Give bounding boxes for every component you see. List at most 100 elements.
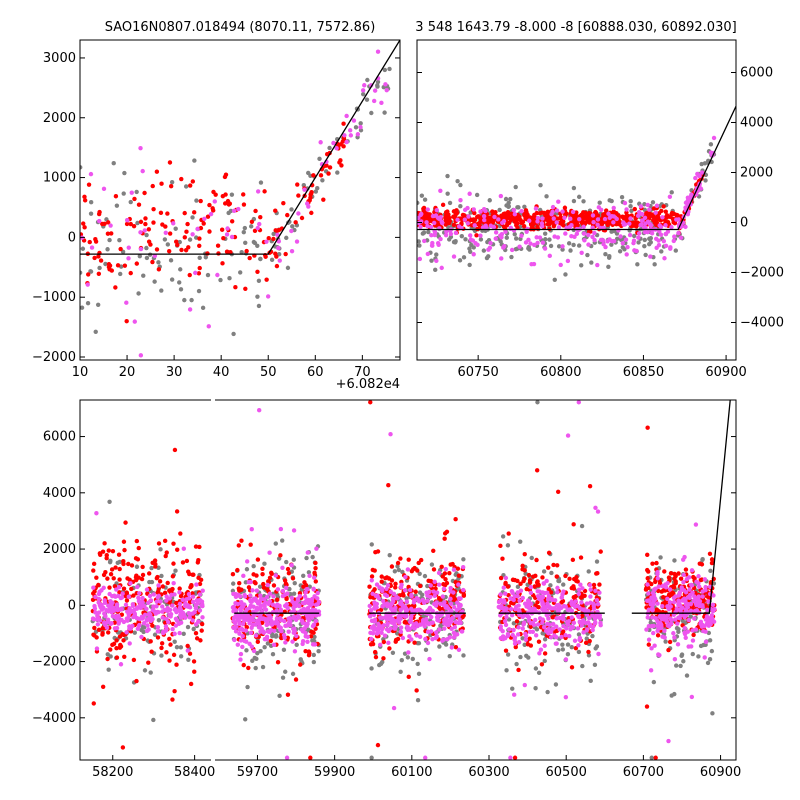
chart3-point-magenta	[375, 593, 380, 598]
chart3-point-magenta	[671, 600, 677, 605]
chart1-point-gray	[177, 280, 182, 285]
chart3-point-magenta	[243, 628, 249, 633]
chart3-point-magenta	[402, 588, 408, 593]
chart3-point-red	[386, 576, 392, 581]
chart1-point-magenta	[358, 124, 363, 130]
chart1-point-red	[106, 220, 111, 225]
chart3-point-red	[515, 578, 520, 584]
chart3-point-gray	[142, 625, 147, 630]
chart3-point-magenta	[286, 629, 291, 634]
chart3-point-magenta	[644, 627, 649, 632]
chart3-point-magenta	[382, 633, 388, 638]
chart3-point-red	[174, 509, 180, 514]
chart3-point-magenta	[292, 626, 297, 631]
chart3-point-red	[261, 585, 267, 590]
chart2-point-magenta	[592, 237, 597, 243]
chart2-point-gray	[552, 277, 557, 282]
chart3-point-magenta	[288, 623, 293, 628]
chart2-point-magenta	[563, 231, 568, 236]
chart3-point-magenta	[517, 598, 522, 603]
chart3-point-magenta	[248, 630, 254, 635]
chart3-point-red	[645, 567, 650, 573]
chart3-point-gray	[545, 689, 550, 695]
chart3-point-gray	[688, 614, 693, 619]
chart3-point-magenta	[692, 616, 697, 621]
chart2-point-gray	[538, 182, 543, 188]
chart2-point-magenta	[658, 232, 664, 237]
chart1-ytick-label: 0	[68, 230, 76, 245]
chart3-point-magenta	[144, 587, 150, 592]
chart3-xtick-label: 60100	[391, 765, 432, 780]
chart3-point-magenta	[676, 602, 681, 607]
chart3-point-gray	[505, 543, 511, 548]
chart1-point-red	[255, 269, 260, 274]
chart3-point-magenta	[186, 591, 192, 597]
chart3-point-magenta	[144, 606, 149, 612]
chart1-point-red	[179, 247, 184, 253]
chart1-point-red	[274, 228, 280, 233]
chart3-point-gray	[270, 651, 276, 657]
chart3-point-red	[707, 551, 713, 556]
chart3-point-magenta	[160, 604, 165, 609]
chart3-point-magenta	[128, 610, 133, 615]
chart3-point-magenta	[411, 622, 416, 627]
chart3-point-magenta	[440, 594, 445, 599]
chart1-point-magenta	[344, 139, 349, 145]
chart3-point-gray	[280, 538, 285, 543]
chart3-point-red	[187, 571, 192, 577]
chart2-point-magenta	[528, 241, 533, 246]
chart2-point-red	[548, 216, 553, 222]
chart3-point-red	[124, 590, 129, 595]
chart1-point-magenta	[85, 282, 90, 287]
chart3-point-magenta	[376, 625, 381, 630]
chart3-point-red	[387, 646, 392, 651]
chart1-model-line	[80, 40, 400, 255]
chart2-point-magenta	[639, 218, 645, 223]
chart1-point-gray	[335, 170, 340, 175]
chart3-point-magenta	[544, 578, 549, 584]
chart3-point-red	[244, 624, 250, 630]
chart3-point-red	[307, 650, 312, 656]
chart3-point-magenta	[508, 606, 514, 612]
chart3-point-red	[96, 582, 101, 588]
chart3-point-magenta	[290, 599, 295, 604]
chart3-point-magenta	[156, 583, 161, 588]
chart2-frame	[416, 39, 737, 361]
chart3-point-gray	[231, 581, 236, 586]
chart3-point-magenta	[388, 431, 393, 437]
chart3-point-red	[175, 547, 180, 552]
chart3-point-red	[122, 547, 127, 553]
chart3-xtick-label: 60500	[546, 765, 587, 780]
chart3-point-red	[395, 636, 401, 642]
chart3-point-red	[534, 468, 540, 473]
chart3-point-magenta	[455, 600, 460, 605]
chart2-point-magenta	[466, 214, 471, 219]
chart3-point-magenta	[141, 620, 147, 626]
chart3-point-red	[372, 649, 378, 655]
chart3-point-red	[110, 548, 116, 554]
chart3-point-red	[302, 580, 307, 585]
chart1-point-magenta	[277, 258, 282, 263]
chart3-point-magenta	[163, 624, 169, 629]
chart3-point-magenta	[546, 626, 551, 632]
chart2-point-magenta	[558, 262, 563, 268]
chart3-point-gray	[252, 655, 257, 661]
chart3-point-red	[534, 557, 539, 563]
chart1-point-red	[107, 267, 112, 272]
chart1-title: SAO16N0807.018494 (8070.11, 7572.86)	[105, 20, 376, 35]
chart1-point-gray	[111, 161, 116, 166]
chart3-point-magenta	[277, 603, 282, 608]
chart3-point-gray	[416, 671, 422, 677]
chart1-point-magenta	[129, 190, 134, 195]
chart3-point-red	[655, 633, 661, 638]
chart3-point-magenta	[181, 546, 186, 551]
chart1-point-gray	[80, 246, 86, 251]
chart2-point-gray	[484, 255, 490, 261]
chart2-point-magenta	[532, 242, 537, 248]
chart2-point-red	[445, 213, 450, 218]
chart3-point-magenta	[449, 645, 454, 650]
chart3-point-magenta	[237, 594, 243, 599]
chart3-point-magenta	[171, 580, 176, 586]
chart3-point-gray	[707, 638, 713, 643]
